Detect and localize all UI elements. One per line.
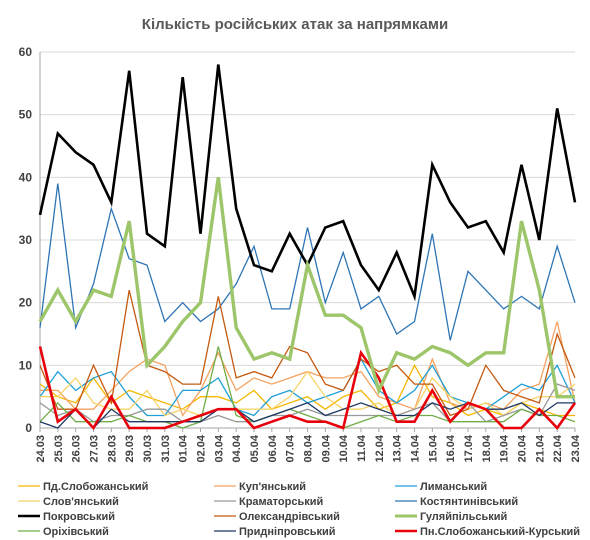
- y-tick-label: 50: [19, 108, 33, 122]
- x-tick-label: 18.04: [481, 434, 493, 462]
- x-tick-label: 31.03: [160, 435, 172, 463]
- x-tick-label: 26.03: [71, 435, 83, 463]
- y-tick-label: 0: [25, 421, 32, 435]
- x-tick-label: 22.04: [552, 434, 564, 462]
- x-tick-label: 15.04: [427, 434, 439, 462]
- x-tick-label: 10.04: [338, 434, 350, 462]
- series-line-6: [39, 183, 576, 341]
- x-tick-label: 05.04: [249, 434, 261, 462]
- series-line-8: [39, 289, 576, 417]
- grid-lines: [40, 51, 575, 366]
- chart-title: Кількість російських атак за напрямками: [142, 16, 448, 33]
- x-tick-label: 02.04: [196, 434, 208, 462]
- y-tick-label: 30: [19, 233, 33, 247]
- x-tick-label: 28.03: [106, 435, 118, 463]
- x-tick-label: 14.04: [410, 434, 422, 462]
- x-tick-label: 07.04: [285, 434, 297, 462]
- series-line-2: [40, 321, 576, 417]
- x-tick-label: 13.04: [392, 434, 404, 462]
- series-line-12: [38, 346, 577, 431]
- legend-label: Костянтинівський: [420, 496, 518, 508]
- y-tick-label: 20: [19, 296, 33, 310]
- x-tick-label: 17.04: [463, 434, 475, 462]
- legend-label: Олександрівський: [239, 511, 340, 523]
- series-lines: [38, 64, 577, 431]
- x-tick-label: 08.04: [303, 434, 315, 462]
- legend-label: Покровський: [43, 511, 115, 523]
- x-tick-label: 19.04: [499, 434, 511, 462]
- x-tick-label: 27.03: [89, 435, 101, 463]
- x-tick-label: 30.03: [142, 435, 154, 463]
- x-tick-label: 25.03: [53, 435, 65, 463]
- x-tick-label: 06.04: [267, 434, 279, 462]
- series-line-9: [38, 177, 575, 399]
- x-tick-label: 24.03: [35, 435, 47, 463]
- x-tick-label: 20.04: [517, 434, 529, 462]
- x-tick-label: 11.04: [356, 434, 368, 462]
- axes: [39, 52, 576, 432]
- x-axis-ticks: 24.03 25.03 26.03 27.03 28.03 29.03 30.03 31.03…: [35, 434, 582, 462]
- y-tick-label: 40: [19, 170, 33, 184]
- x-tick-label: 12.04: [374, 434, 386, 462]
- x-tick-label: 01.04: [178, 434, 190, 462]
- x-tick-label: 03.04: [213, 434, 225, 462]
- legend-label: Пд.Слобожанський: [43, 481, 148, 493]
- legend-label: Оріхівський: [43, 526, 109, 538]
- legend-label: Лиманський: [420, 481, 487, 493]
- x-tick-label: 09.04: [320, 434, 332, 462]
- series-line-1: [39, 363, 575, 417]
- legend-label: Куп'янський: [239, 481, 306, 493]
- legend-label: Краматорський: [239, 496, 323, 508]
- x-tick-label: 16.04: [445, 434, 457, 462]
- legend: Пд.Слобожанський Куп'янський Лиманський Сло…: [18, 481, 580, 538]
- x-tick-label: 21.04: [534, 434, 546, 462]
- legend-label: Придніпровський: [239, 526, 336, 538]
- legend-label: Гуляйпільський: [420, 511, 507, 523]
- y-axis-ticks: 0 10 20 30 40 50 60: [19, 45, 33, 435]
- x-tick-label: 29.03: [124, 435, 136, 463]
- series-line-3: [39, 357, 576, 417]
- series-line-4: [40, 370, 576, 417]
- legend-label: Слов'янський: [43, 496, 119, 508]
- legend-label: Пн.Слобожанський-Курський: [420, 526, 580, 538]
- y-tick-label: 60: [19, 45, 33, 59]
- series-line-10: [39, 346, 576, 429]
- x-tick-label: 04.04: [231, 434, 243, 462]
- x-tick-label: 23.04: [570, 434, 582, 462]
- y-tick-label: 10: [19, 358, 33, 372]
